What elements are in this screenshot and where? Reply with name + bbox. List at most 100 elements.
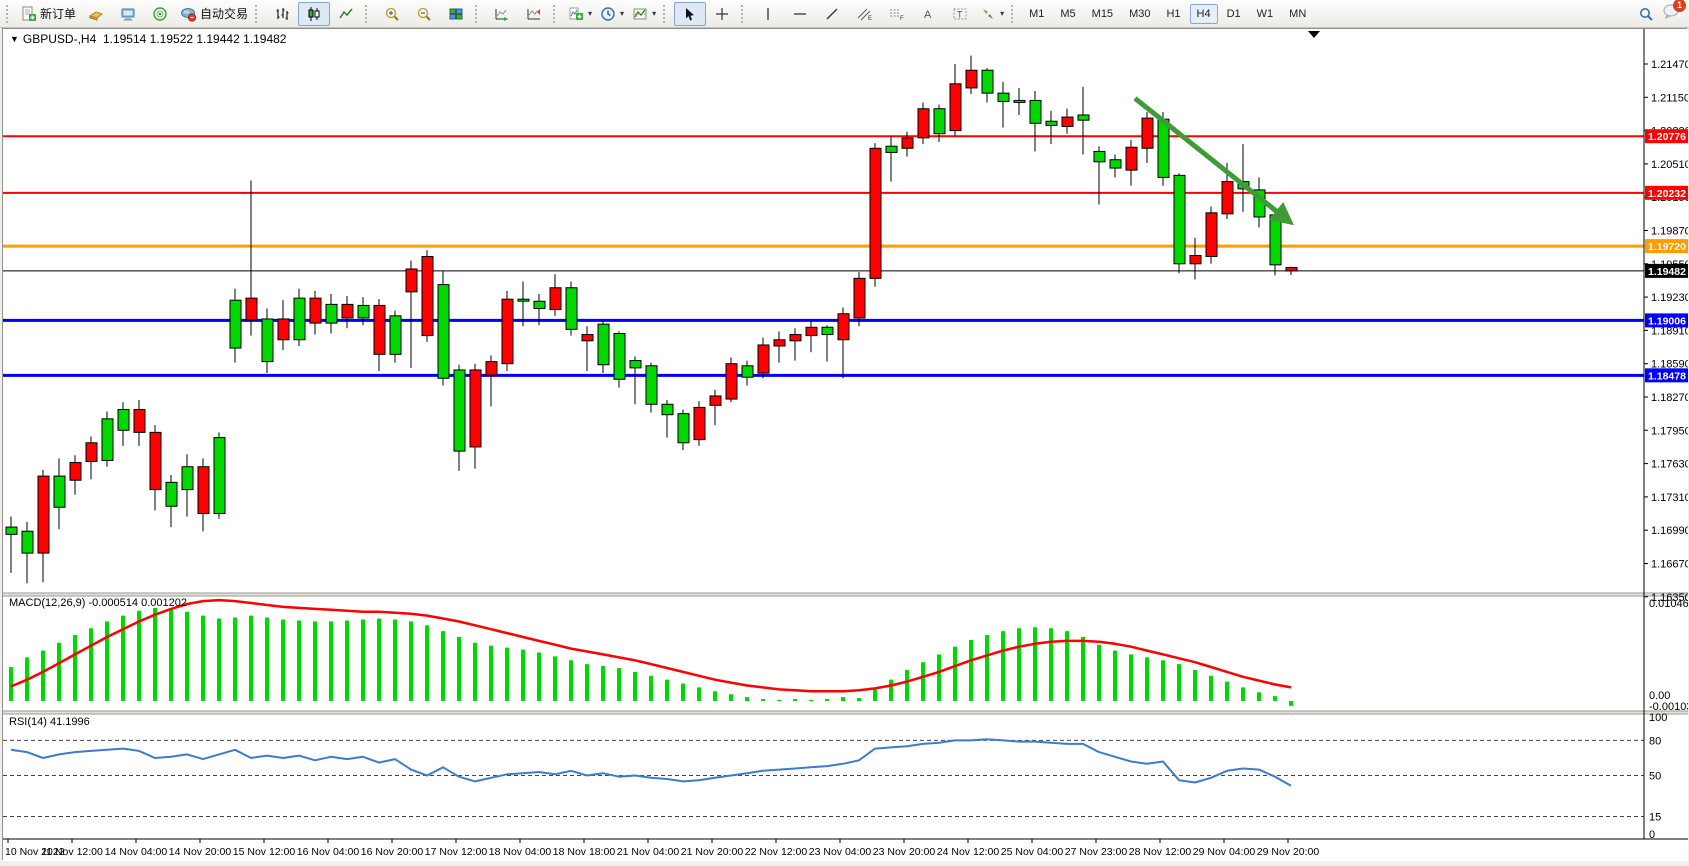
- periods-icon: [600, 6, 616, 22]
- indicators-icon: [568, 6, 584, 22]
- timeframe-h4[interactable]: H4: [1190, 4, 1218, 24]
- toolbar-grip[interactable]: [741, 5, 747, 23]
- horizontal-line-button[interactable]: [784, 2, 816, 26]
- autotrading-icon: [180, 6, 197, 22]
- bar-chart-button[interactable]: [266, 2, 298, 26]
- text-label-icon: T: [952, 6, 968, 22]
- svg-text:1.19720: 1.19720: [1648, 241, 1686, 253]
- svg-text:27 Nov 23:00: 27 Nov 23:00: [1065, 846, 1128, 858]
- cursor-button[interactable]: [674, 2, 706, 26]
- search-button[interactable]: [1630, 2, 1662, 26]
- svg-text:23 Nov 04:00: 23 Nov 04:00: [809, 846, 872, 858]
- radar-button[interactable]: [144, 2, 176, 26]
- svg-text:22 Nov 12:00: 22 Nov 12:00: [745, 846, 808, 858]
- toolbar-grip[interactable]: [255, 5, 261, 23]
- timeframe-mn[interactable]: MN: [1282, 4, 1313, 24]
- candlestick-chart-icon: [306, 6, 322, 22]
- svg-text:1.21150: 1.21150: [1651, 92, 1688, 104]
- svg-text:29 Nov 04:00: 29 Nov 04:00: [1193, 846, 1256, 858]
- crosshair-icon: [714, 6, 730, 22]
- history-center-button[interactable]: [80, 2, 112, 26]
- fibonacci-button[interactable]: F: [880, 2, 912, 26]
- svg-text:1.16990: 1.16990: [1651, 525, 1688, 537]
- svg-text:1.19006: 1.19006: [1648, 315, 1686, 327]
- svg-text:E: E: [868, 16, 872, 22]
- timeframe-m1[interactable]: M1: [1022, 4, 1051, 24]
- autotrading-button[interactable]: 自动交易: [176, 2, 252, 26]
- new-order-button[interactable]: 新订单: [17, 2, 80, 26]
- zoom-out-button[interactable]: [408, 2, 440, 26]
- svg-text:0.010468: 0.010468: [1649, 598, 1688, 610]
- svg-text:1.19482: 1.19482: [1648, 266, 1686, 278]
- rsi-indicator-label: RSI(14) 41.1996: [9, 716, 90, 728]
- radar-icon: [152, 6, 168, 22]
- svg-text:1.20510: 1.20510: [1651, 159, 1688, 171]
- horizontal-line-icon: [792, 6, 808, 22]
- svg-text:15: 15: [1649, 811, 1661, 823]
- vertical-line-icon: [761, 6, 775, 22]
- toolbar-grip[interactable]: [663, 5, 669, 23]
- arrows-tool-button[interactable]: ▾: [976, 2, 1008, 26]
- candlestick-chart-button[interactable]: [298, 2, 330, 26]
- zoom-out-icon: [416, 6, 432, 22]
- templates-icon: [632, 6, 648, 22]
- autotrading-label: 自动交易: [200, 5, 248, 22]
- vertical-line-button[interactable]: [752, 2, 784, 26]
- chart-shift-button[interactable]: [518, 2, 550, 26]
- svg-text:29 Nov 20:00: 29 Nov 20:00: [1257, 846, 1320, 858]
- svg-text:1.19870: 1.19870: [1651, 225, 1688, 237]
- svg-text:1.16670: 1.16670: [1651, 558, 1688, 570]
- timeframe-m15[interactable]: M15: [1085, 4, 1120, 24]
- chevron-down-icon: ▾: [620, 9, 624, 18]
- history-center-icon: [88, 6, 104, 22]
- svg-text:1.19230: 1.19230: [1651, 292, 1688, 304]
- toolbar-grip[interactable]: [1011, 5, 1017, 23]
- text-label-button[interactable]: T: [944, 2, 976, 26]
- auto-scroll-button[interactable]: [486, 2, 518, 26]
- svg-text:18 Nov 04:00: 18 Nov 04:00: [489, 846, 552, 858]
- tile-windows-button[interactable]: [440, 2, 472, 26]
- toolbar-grip[interactable]: [553, 5, 559, 23]
- svg-text:21 Nov 20:00: 21 Nov 20:00: [681, 846, 744, 858]
- text-icon: A: [921, 6, 935, 22]
- timeframe-h1[interactable]: H1: [1159, 4, 1187, 24]
- toolbar-grip[interactable]: [6, 5, 12, 23]
- line-chart-icon: [338, 6, 354, 22]
- timeframe-m30[interactable]: M30: [1122, 4, 1157, 24]
- svg-text:25 Nov 04:00: 25 Nov 04:00: [1001, 846, 1064, 858]
- chart-canvas[interactable]: 1.214701.211501.208301.205101.201901.198…: [3, 29, 1688, 866]
- channel-button[interactable]: E: [848, 2, 880, 26]
- toolbar-grip[interactable]: [365, 5, 371, 23]
- indicators-button[interactable]: ▾: [564, 2, 596, 26]
- notifications-button[interactable]: 1: [1662, 3, 1680, 24]
- search-icon: [1638, 6, 1654, 22]
- symbol-period-label: GBPUSD-,H4: [23, 32, 96, 46]
- line-chart-button[interactable]: [330, 2, 362, 26]
- timeframe-w1[interactable]: W1: [1250, 4, 1281, 24]
- collapse-triangle-icon[interactable]: ▼: [10, 34, 19, 44]
- timeframe-d1[interactable]: D1: [1220, 4, 1248, 24]
- toolbar-grip[interactable]: [475, 5, 481, 23]
- text-button[interactable]: A: [912, 2, 944, 26]
- svg-text:T: T: [957, 9, 963, 19]
- terminal-icon: [120, 6, 136, 22]
- svg-text:1.17950: 1.17950: [1651, 425, 1688, 437]
- svg-text:28 Nov 12:00: 28 Nov 12:00: [1129, 846, 1192, 858]
- trendline-button[interactable]: [816, 2, 848, 26]
- chart-title: ▼GBPUSD-,H4 1.19514 1.19522 1.19442 1.19…: [10, 32, 286, 46]
- svg-text:18 Nov 18:00: 18 Nov 18:00: [553, 846, 616, 858]
- bar-chart-icon: [274, 6, 290, 22]
- svg-text:1.18478: 1.18478: [1648, 370, 1686, 382]
- periods-button[interactable]: ▾: [596, 2, 628, 26]
- timeframe-m5[interactable]: M5: [1053, 4, 1082, 24]
- terminal-button[interactable]: [112, 2, 144, 26]
- svg-text:16 Nov 04:00: 16 Nov 04:00: [297, 846, 360, 858]
- crosshair-button[interactable]: [706, 2, 738, 26]
- trendline-icon: [824, 6, 840, 22]
- zoom-in-button[interactable]: [376, 2, 408, 26]
- macd-indicator-label: MACD(12,26,9) -0.000514 0.001202: [9, 597, 187, 609]
- templates-button[interactable]: ▾: [628, 2, 660, 26]
- svg-text:F: F: [900, 16, 904, 22]
- svg-text:23 Nov 20:00: 23 Nov 20:00: [873, 846, 936, 858]
